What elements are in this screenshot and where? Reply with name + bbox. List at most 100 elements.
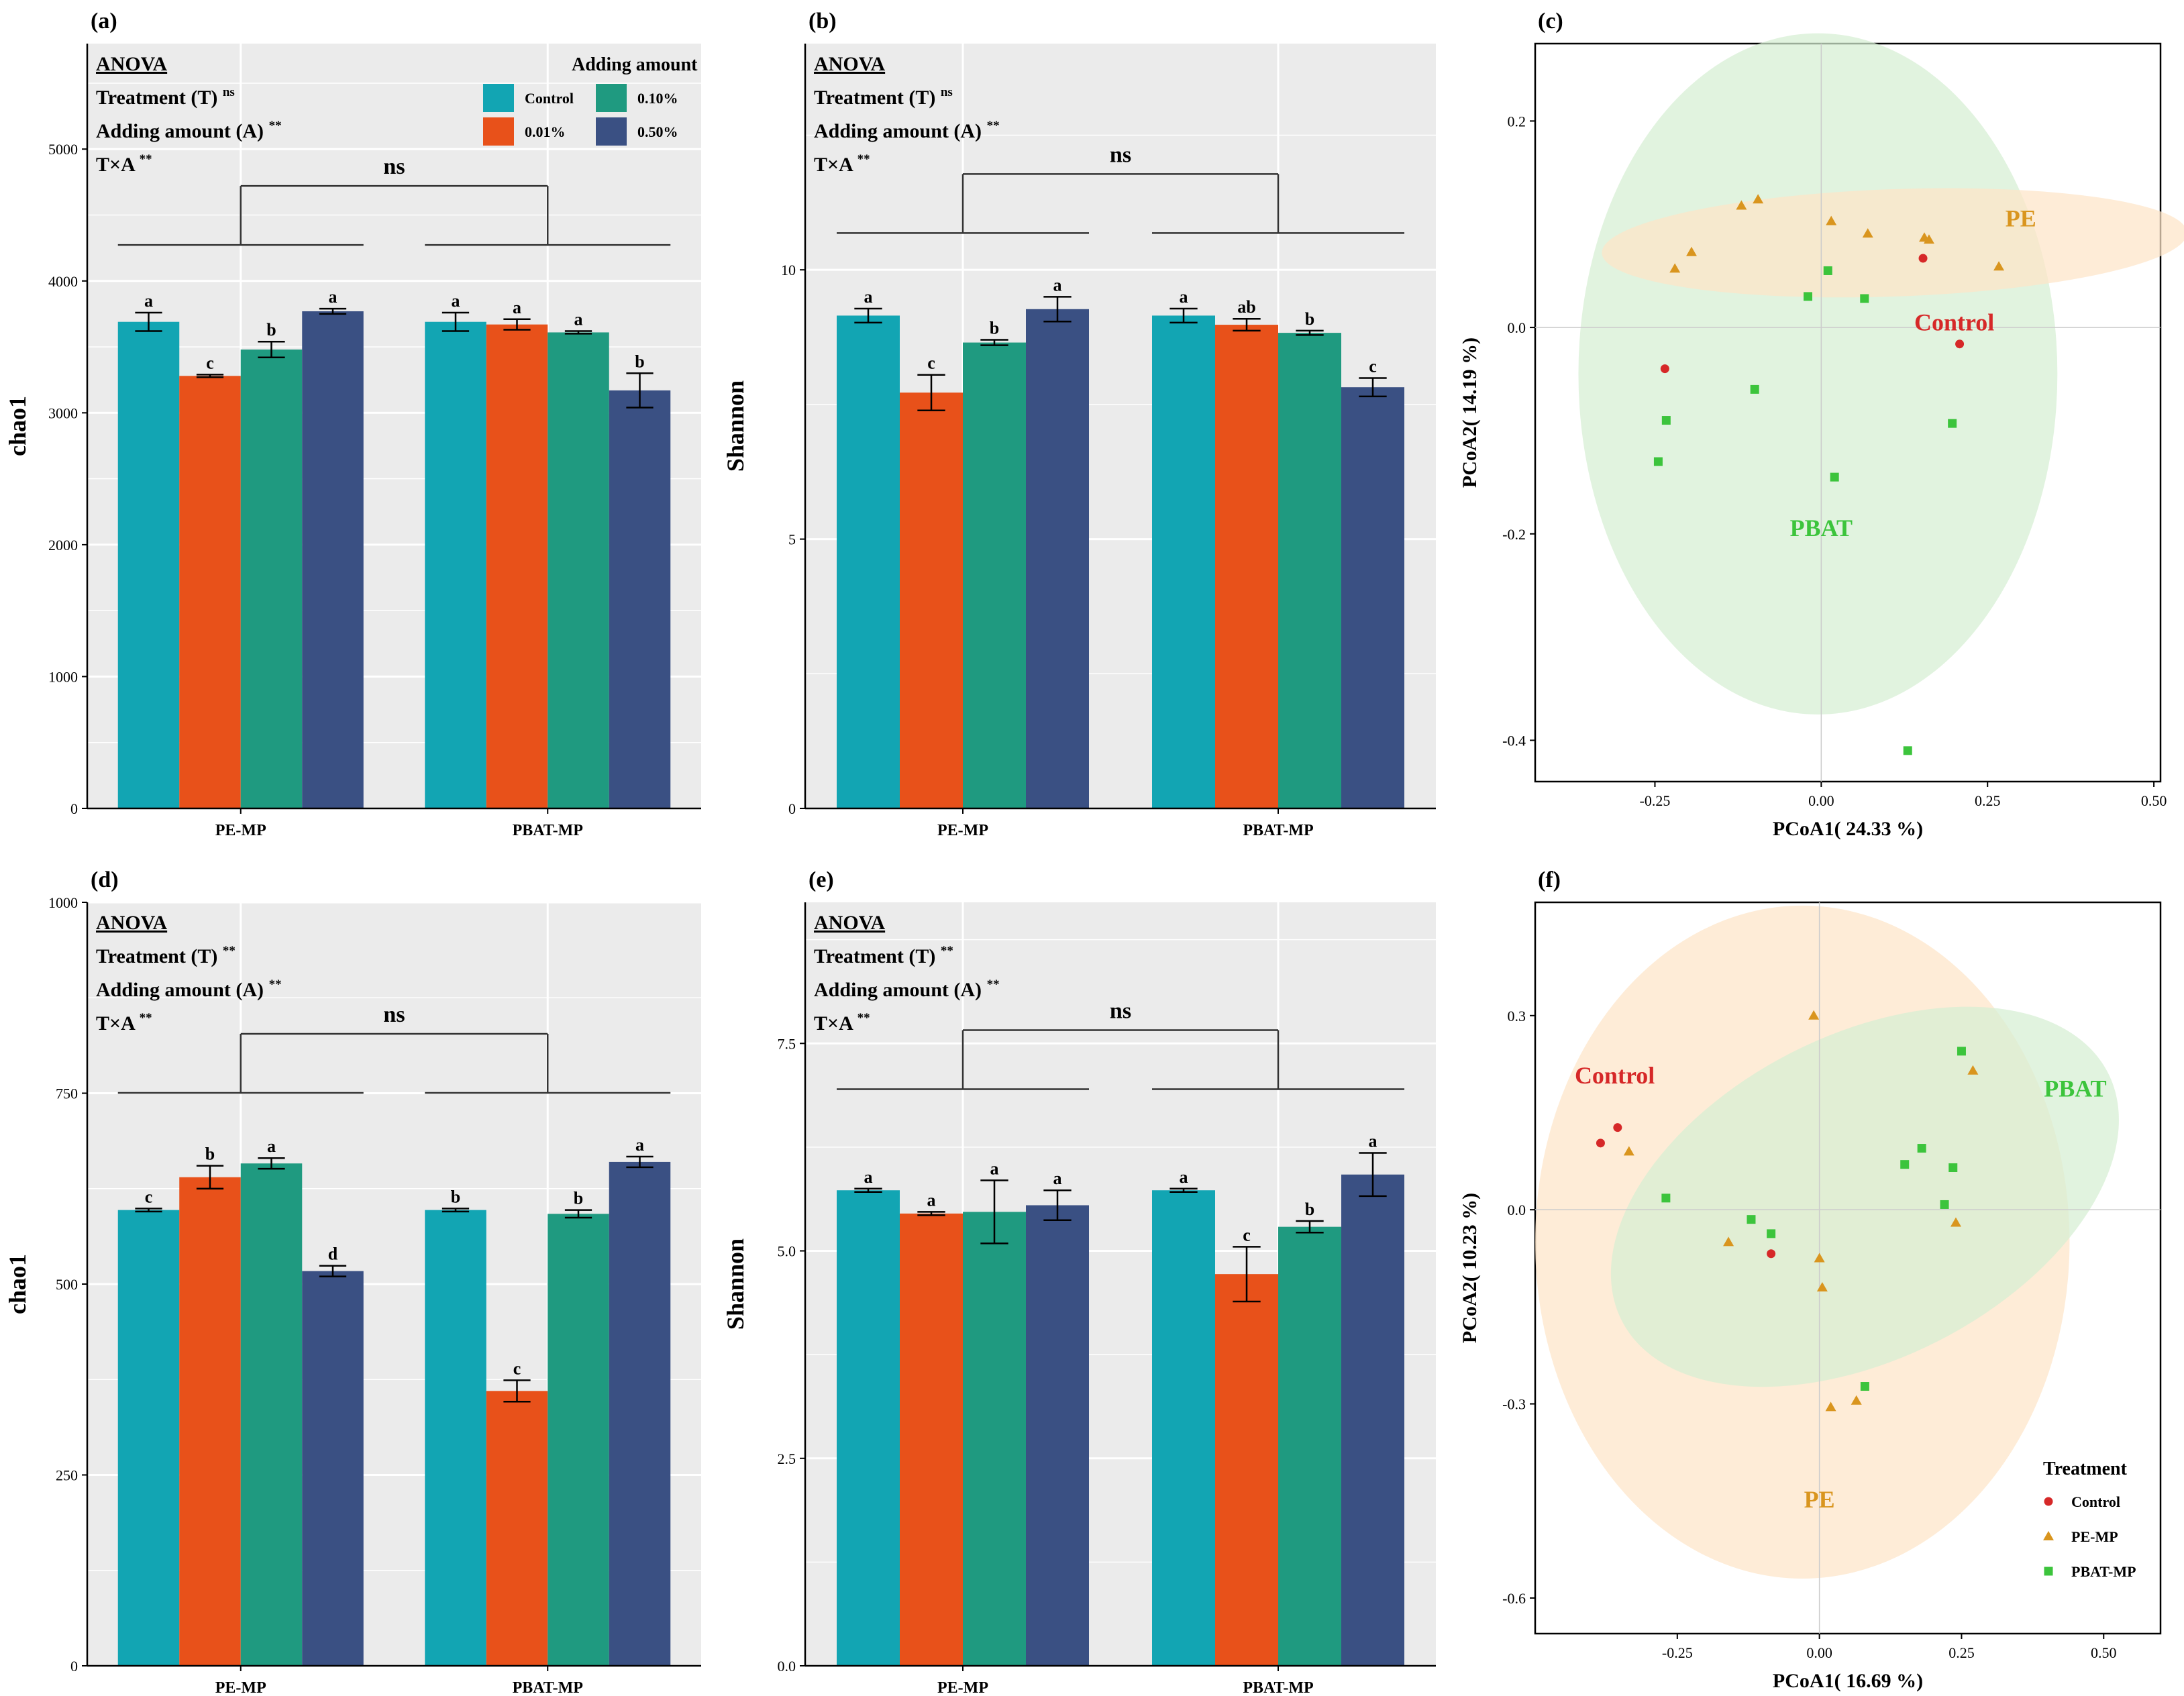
point-control bbox=[1613, 1123, 1622, 1132]
significance-letter: a bbox=[864, 1167, 873, 1187]
legend-label: PE-MP bbox=[2071, 1528, 2118, 1545]
bar bbox=[240, 350, 303, 808]
anova-heading: ANOVA bbox=[814, 53, 885, 75]
anova-term: Treatment (T) bbox=[814, 945, 941, 967]
anova-row: T×A ** bbox=[96, 152, 152, 176]
anova-significance: ** bbox=[140, 1011, 152, 1025]
x-tick-label: 0.00 bbox=[1806, 1644, 1832, 1661]
x-tick-label: 0.50 bbox=[2091, 1644, 2117, 1661]
panel-label: (a) bbox=[91, 9, 117, 34]
point-pe-mp bbox=[1967, 1065, 1979, 1075]
bar bbox=[1341, 1174, 1404, 1666]
significance-letter: c bbox=[513, 1359, 521, 1378]
bar bbox=[302, 311, 364, 808]
point-control bbox=[1596, 1138, 1605, 1148]
x-tick-label: PBAT-MP bbox=[513, 822, 583, 839]
y-tick-label: 0.2 bbox=[1508, 113, 1526, 129]
bar bbox=[963, 1212, 1026, 1666]
significance-letter: ab bbox=[1237, 297, 1255, 317]
significance-letter: b bbox=[574, 1189, 583, 1208]
point-pe-mp bbox=[1826, 215, 1837, 225]
point-pbat-mp bbox=[1957, 1047, 1966, 1056]
point-control bbox=[1918, 254, 1928, 263]
y-tick-label: 7.5 bbox=[778, 1035, 796, 1052]
point-pe-mp bbox=[1993, 261, 2005, 271]
y-axis-label: Shannon bbox=[722, 1238, 749, 1330]
point-pbat-mp bbox=[1653, 457, 1663, 466]
bar-chart-e: a a a c a b a a ns 0.0 2.5 5.0 7.5 PE-MP PBAT-MP Shanno… bbox=[722, 902, 1436, 1696]
bar bbox=[302, 1271, 364, 1666]
significance-letter: a bbox=[1180, 1167, 1188, 1187]
point-pbat-mp bbox=[1804, 292, 1813, 301]
x-tick-label: 0.25 bbox=[1948, 1644, 1975, 1661]
y-axis-label: PCoA2( 10.23 %) bbox=[1459, 1193, 1481, 1343]
significance-letter: c bbox=[1243, 1225, 1251, 1244]
x-tick-label: PE-MP bbox=[215, 1679, 266, 1696]
bracket-label: ns bbox=[383, 154, 405, 179]
x-tick-label: 0.50 bbox=[2141, 792, 2167, 809]
bar bbox=[548, 332, 609, 809]
significance-letter: a bbox=[513, 298, 521, 317]
anova-row: Treatment (T) ** bbox=[96, 944, 236, 967]
pcoa-chart-f: Control PBAT PE -0.25 0.00 0.25 0.50 -0.6 -0.3 0.… bbox=[1459, 901, 2162, 1692]
y-axis-label: Shannon bbox=[722, 380, 749, 472]
bar bbox=[837, 315, 900, 808]
x-tick-label: 0.00 bbox=[1808, 792, 1834, 809]
significance-letter: a bbox=[1053, 275, 1062, 295]
x-tick-label: -0.25 bbox=[1640, 792, 1671, 809]
bar bbox=[117, 321, 180, 809]
point-pbat-mp bbox=[1940, 1200, 1949, 1209]
confidence-ellipse-pbat bbox=[1578, 33, 2058, 714]
x-tick-label: 0.25 bbox=[1975, 792, 2001, 809]
bar bbox=[486, 1391, 548, 1666]
anova-term: Treatment (T) bbox=[96, 945, 223, 967]
significance-letter: b bbox=[1305, 1200, 1314, 1219]
bar bbox=[425, 1210, 486, 1666]
bar bbox=[900, 392, 963, 808]
bracket-label: ns bbox=[1110, 142, 1131, 167]
anova-term: Adding amount (A) bbox=[96, 120, 269, 142]
x-tick-label: PE-MP bbox=[937, 822, 988, 839]
confidence-ellipse-pbat bbox=[1610, 1006, 2119, 1387]
anova-row: T×A ** bbox=[96, 1011, 152, 1035]
group-label: Control bbox=[1914, 309, 1994, 336]
significance-letter: a bbox=[574, 309, 583, 329]
anova-significance: ** bbox=[987, 977, 1000, 992]
significance-letter: c bbox=[206, 353, 214, 372]
point-pe-mp bbox=[1923, 234, 1934, 244]
anova-significance: ** bbox=[941, 944, 953, 958]
bracket-label: ns bbox=[1110, 999, 1131, 1024]
point-pe-mp bbox=[1669, 263, 1681, 273]
significance-letter: b bbox=[266, 320, 276, 339]
significance-letter: c bbox=[1369, 357, 1377, 376]
x-axis-label: PCoA1( 24.33 %) bbox=[1773, 818, 1923, 840]
point-pbat-mp bbox=[1767, 1229, 1776, 1238]
x-tick-label: PE-MP bbox=[937, 1679, 988, 1696]
anova-significance: ** bbox=[987, 119, 1000, 133]
anova-term: Treatment (T) bbox=[96, 87, 223, 109]
point-pe-mp bbox=[1814, 1253, 1825, 1263]
x-tick-label: PBAT-MP bbox=[513, 1679, 583, 1696]
x-tick-label: PE-MP bbox=[215, 822, 266, 839]
y-axis-label: PCoA2( 14.19 %) bbox=[1459, 337, 1481, 488]
bar bbox=[1278, 1226, 1341, 1666]
anova-row: Treatment (T) ns bbox=[814, 85, 953, 109]
anova-significance: ** bbox=[857, 1011, 870, 1025]
significance-letter: a bbox=[635, 1135, 644, 1155]
bar bbox=[1026, 1205, 1089, 1666]
anova-term: T×A bbox=[814, 154, 857, 176]
point-pbat-mp bbox=[2044, 1567, 2053, 1576]
bar-chart-d: c b b c a b d a ns 0 250 500 750 1000 PE-MP PBAT-MP chao… bbox=[4, 894, 701, 1696]
significance-letter: b bbox=[205, 1145, 215, 1164]
panel-label: (f) bbox=[1538, 867, 1561, 892]
group-label: PE bbox=[2006, 205, 2036, 231]
anova-term: T×A bbox=[96, 154, 140, 176]
point-control bbox=[1955, 339, 1965, 349]
y-tick-label: 0 bbox=[70, 1658, 78, 1675]
point-pe-mp bbox=[1736, 200, 1747, 210]
point-pe-mp bbox=[1808, 1010, 1820, 1020]
bar bbox=[1215, 325, 1278, 808]
bar bbox=[240, 1163, 303, 1666]
significance-letter: b bbox=[451, 1187, 460, 1206]
anova-row: Adding amount (A) ** bbox=[814, 977, 1000, 1001]
